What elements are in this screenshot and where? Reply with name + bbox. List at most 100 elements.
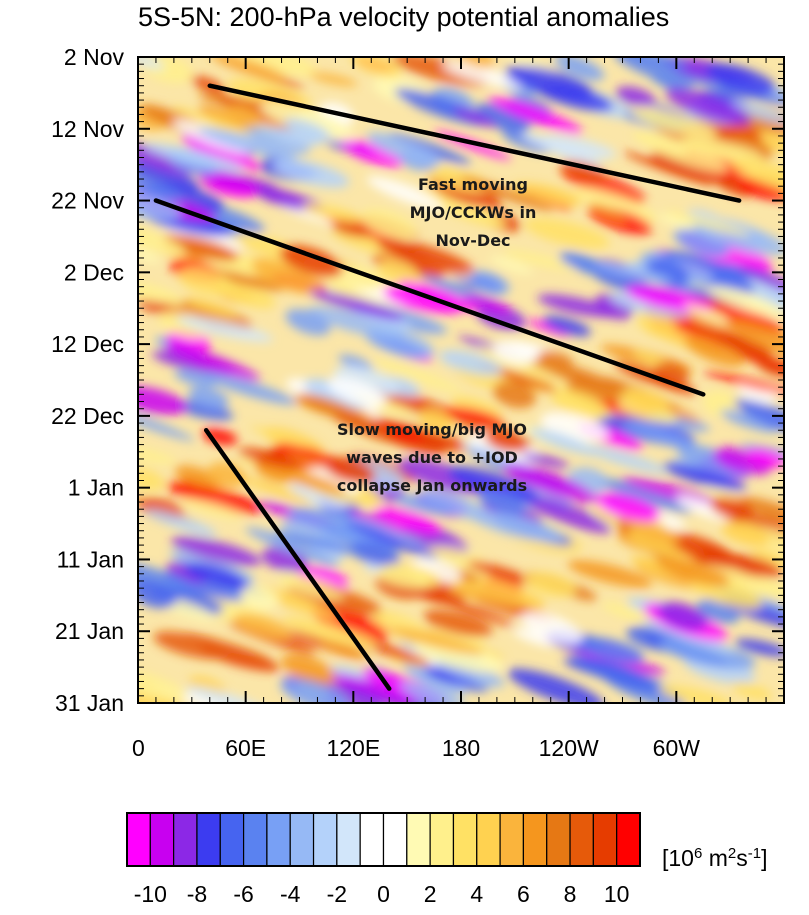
heatmap-cell [725,554,784,578]
heatmap-cell [511,182,582,207]
heatmap-cell [138,160,200,192]
heatmap-cell [331,673,416,703]
trend-lines [153,83,742,691]
heatmap-cell [587,203,628,221]
heatmap-cell [171,106,253,138]
heatmap-cell [659,637,756,670]
heatmap-cell [554,57,605,81]
heatmap-cell [365,332,428,359]
heatmap-cell [439,201,501,220]
heatmap-cell [309,289,405,321]
heatmap-cell [523,217,610,249]
heatmap-cell [138,281,183,307]
colorbar-swatch [219,812,245,867]
heatmap-cell [529,357,627,394]
heatmap-cell [507,668,605,703]
heatmap-cell [138,245,161,264]
heatmap-cell [673,228,730,258]
heatmap-cell [418,408,455,432]
heatmap-cell [250,425,312,448]
heatmap-cell [219,279,276,309]
heatmap-cell [143,508,217,536]
heatmap-cell [278,579,345,600]
colorbar-swatch [196,812,221,867]
heatmap-cell [383,285,464,315]
colorbar-swatch [173,812,198,867]
heatmap-cell [138,668,187,702]
heatmap-cell [153,631,229,660]
y-tick-label: 22 Nov [51,188,124,214]
heatmap-cell [731,158,784,198]
heatmap-cell [567,560,653,588]
y-tick-label: 2 Dec [64,259,124,285]
heatmap-cell [201,267,283,292]
heatmap-cell [240,584,279,610]
heatmap-cell [340,138,403,168]
heatmap-cell [184,632,271,662]
heatmap-cell [536,83,613,112]
heatmap-cell [680,136,764,164]
heatmap-cell [350,541,401,567]
colorbar-tick-label: 6 [517,881,530,907]
heatmap-cell [540,135,617,159]
heatmap-cell [466,561,536,585]
heatmap-cell [447,466,539,503]
heatmap-cell [583,445,668,473]
heatmap-cell [399,280,478,311]
heatmap-cell [489,256,534,275]
heatmap-cell [184,297,238,318]
heatmap-cell [478,489,527,517]
heatmap-cell [626,390,671,412]
colorbar-swatch [359,812,385,867]
x-tick-label: 180 [442,735,480,761]
heatmap-cell [537,294,618,318]
heatmap-cell [174,465,223,489]
colorbar-swatch [336,812,361,867]
heatmap-cell [471,511,564,543]
annotation-line: Slow moving/big MJO [337,420,527,439]
annotation-line: waves due to +IOD [346,448,518,467]
heatmap-cell [503,463,599,504]
heatmap-cell [622,516,681,544]
heatmap-cell [163,343,261,382]
heatmap-cell [425,165,491,194]
colorbar-tick-label: -6 [233,881,253,907]
heatmap-cell [745,448,784,468]
heatmap-cell [206,461,247,488]
heatmap-cell [377,238,474,275]
heatmap-cell [328,283,402,310]
colorbar-tick-label: 4 [470,881,483,907]
heatmap-cell [520,611,583,645]
heatmap-cell [442,62,525,89]
heatmap-cell [279,244,343,278]
heatmap-cell [196,173,266,194]
heatmap-cell [424,664,478,686]
heatmap-cell [281,653,337,686]
heatmap-cell [650,151,738,186]
heatmap-cell [502,249,578,272]
annotation-line: Nov-Dec [435,231,510,250]
heatmap-cell [176,316,274,342]
heatmap-cell [728,101,784,125]
heatmap-cell [162,234,239,262]
heatmap-cell [681,323,772,354]
heatmap-cell [138,385,188,415]
annotation-line: collapse Jan onwards [337,476,527,495]
heatmap-cell [690,578,763,609]
heatmap-cell [757,358,784,378]
heatmap-cell [174,369,219,387]
colorbar-swatch [382,812,408,867]
heatmap-cell [613,57,695,88]
colorbar-tick-label: 8 [564,881,577,907]
heatmap-cell [502,130,551,153]
heatmap-cell [309,72,358,87]
colorbar-tick-label: -2 [327,881,347,907]
colorbar-tick-label: 10 [604,881,630,907]
colorbar-swatch [242,812,268,867]
heatmap-cell [385,625,484,655]
heatmap-cell [370,358,463,393]
heatmap-cell [285,309,331,336]
heatmap-cell [234,475,313,504]
heatmap-cell [720,520,770,547]
heatmap-cell [594,262,673,283]
